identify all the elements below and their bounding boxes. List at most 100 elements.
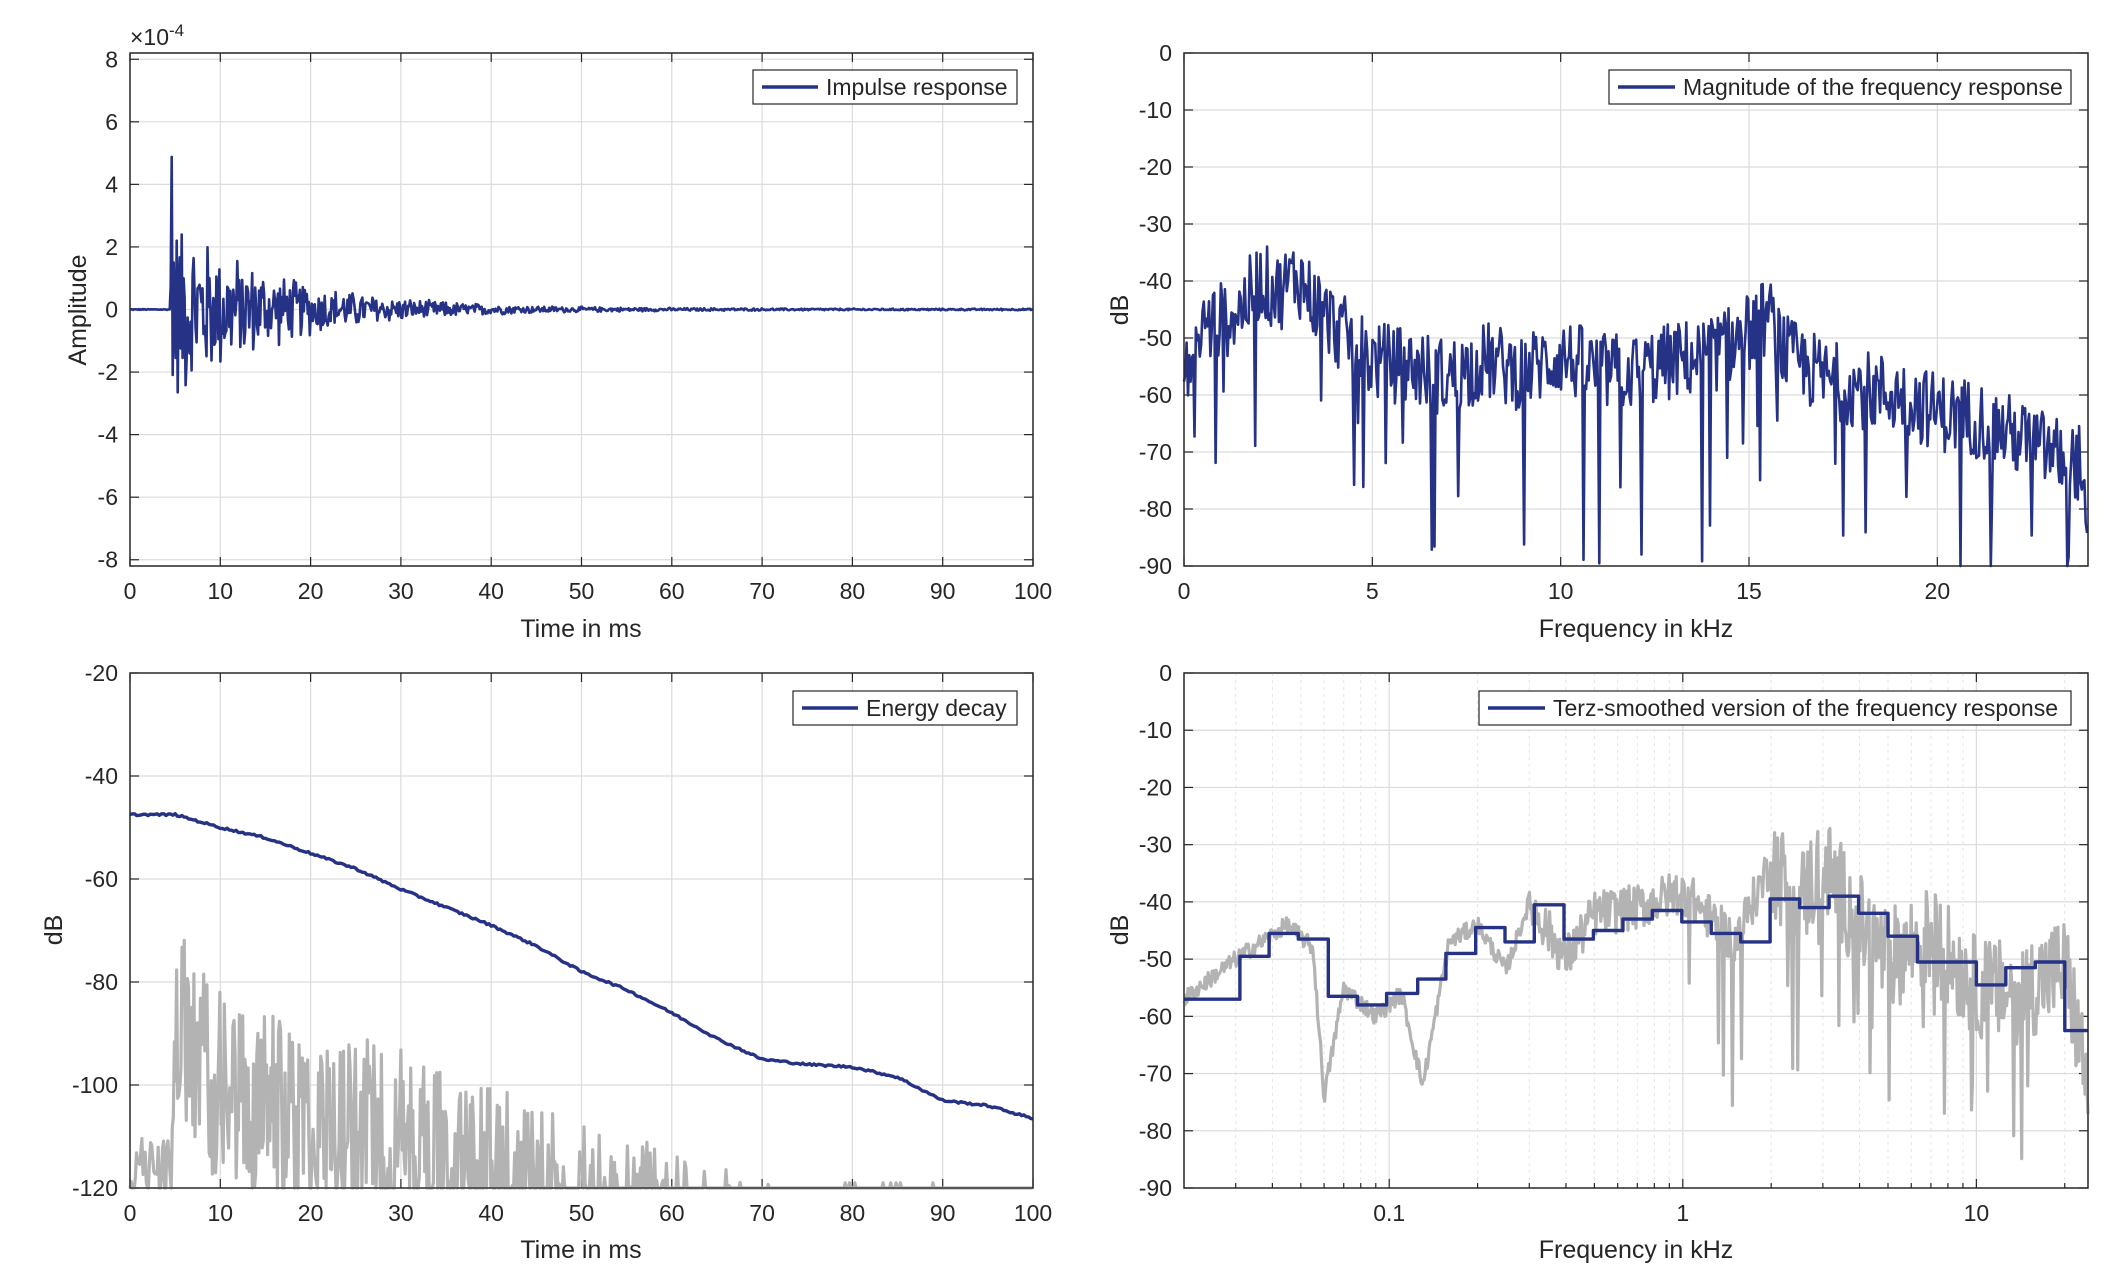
x-tick-label: 50: [569, 578, 595, 604]
y-axis-label: dB: [40, 915, 68, 946]
y-tick-label: -120: [72, 1175, 118, 1201]
panel-impulse-response: 0 10 20 30 40 50 60 70 80 90 100 -8 -6 -4 -2 0 2 4 6 8 Time…: [64, 21, 1052, 643]
series-layer: [129, 155, 1034, 394]
x-tick-label: 80: [840, 1200, 866, 1226]
x-tick-label: 20: [1925, 578, 1951, 604]
x-tick-label: 100: [1014, 578, 1052, 604]
y-tick-label: -60: [1139, 382, 1172, 408]
y-tick-label: -20: [1139, 774, 1172, 800]
y-tick-label: -60: [1139, 1003, 1172, 1029]
axes-border: [129, 52, 1034, 567]
x-axis-label: Time in ms: [520, 615, 641, 643]
series-line: [129, 812, 1034, 1121]
panel-terz-smoothed-response: 0.1 1 10 0 -10 -20 -30 -40 -50 -60 -70 -80 -90 Frequ…: [1106, 660, 2090, 1264]
y-tick-label: -2: [98, 359, 118, 385]
x-tick-label: 0.1: [1373, 1200, 1405, 1226]
panel-energy-decay: 0 10 20 30 40 50 60 70 80 90 100 -120 -100 -80 -60 -40 -…: [40, 660, 1052, 1264]
x-tick-label: 50: [569, 1200, 595, 1226]
y-tick-label: 0: [1159, 660, 1172, 686]
tick-labels: 0 10 20 30 40 50 60 70 80 90 100 -120 -100 -80 -60 -40 -…: [72, 660, 1052, 1226]
x-tick-label: 15: [1736, 578, 1762, 604]
x-axis-label: Frequency in kHz: [1539, 615, 1734, 643]
tick-labels: 0 5 10 15 20 0 -10 -20 -30 -40 -50 -60 -70 -80 -90: [1139, 40, 1950, 604]
tick-labels: 0.1 1 10 0 -10 -20 -30 -40 -50 -60 -70 -80 -90: [1139, 660, 1989, 1226]
x-tick-label: 60: [659, 1200, 685, 1226]
y-tick-label: -20: [85, 660, 118, 686]
x-tick-label: 30: [388, 578, 414, 604]
y-tick-label: -10: [1139, 717, 1172, 743]
x-tick-label: 10: [1964, 1200, 1990, 1226]
axes-border: [1183, 672, 2089, 1189]
x-tick-label: 60: [659, 578, 685, 604]
y-axis-label: dB: [1106, 295, 1134, 326]
y-tick-label: -90: [1139, 1175, 1172, 1201]
y-tick-label: -80: [85, 969, 118, 995]
legend: Energy decay: [792, 690, 1018, 726]
series-layer: [1182, 826, 2090, 1161]
series-line: [1182, 245, 2089, 568]
y-tick-label: -20: [1139, 154, 1172, 180]
y-tick-label: -90: [1139, 553, 1172, 579]
y-tick-label: -8: [98, 547, 118, 573]
series-line: [129, 155, 1034, 394]
tick-labels: 0 10 20 30 40 50 60 70 80 90 100 -8 -6 -4 -2 0 2 4 6 8: [98, 46, 1053, 604]
exponent-power: -4: [169, 21, 184, 40]
legend-label: Energy decay: [866, 695, 1007, 721]
y-axis-exponent: ×10-4: [130, 21, 184, 50]
series-layer: [1182, 245, 2089, 568]
panel-magnitude-response: 0 5 10 15 20 0 -10 -20 -30 -40 -50 -60 -70 -80 -90 Fre…: [1106, 40, 2089, 643]
series-line: [1184, 894, 2088, 1033]
x-tick-label: 100: [1014, 1200, 1052, 1226]
x-tick-label: 90: [930, 1200, 956, 1226]
x-tick-label: 20: [298, 1200, 324, 1226]
x-axis-label: Frequency in kHz: [1539, 1236, 1734, 1264]
x-tick-label: 40: [478, 578, 504, 604]
y-tick-label: -30: [1139, 211, 1172, 237]
axes-frame: [1183, 672, 2089, 1189]
x-tick-label: 40: [478, 1200, 504, 1226]
x-tick-label: 0: [1178, 578, 1191, 604]
y-tick-label: -6: [98, 484, 118, 510]
x-tick-label: 80: [840, 578, 866, 604]
y-axis-label: dB: [1106, 915, 1134, 946]
x-tick-label: 0: [124, 578, 137, 604]
x-tick-label: 1: [1676, 1200, 1689, 1226]
x-axis-label: Time in ms: [520, 1236, 641, 1264]
y-tick-label: -30: [1139, 832, 1172, 858]
y-tick-label: 0: [1159, 40, 1172, 66]
x-tick-label: 5: [1366, 578, 1379, 604]
y-tick-label: -80: [1139, 1118, 1172, 1144]
y-tick-label: 4: [105, 171, 118, 197]
series-line-raw: [1182, 826, 2090, 1161]
series-layer: [128, 812, 1034, 1190]
y-tick-label: 2: [105, 234, 118, 260]
y-axis-label: Amplitude: [64, 254, 92, 365]
legend-box: [1478, 690, 2072, 726]
x-tick-label: 0: [124, 1200, 137, 1226]
y-tick-label: -40: [85, 763, 118, 789]
legend-box: [1608, 69, 2072, 105]
x-tick-label: 30: [388, 1200, 414, 1226]
axes-border: [129, 672, 1034, 1189]
legend-label: Impulse response: [826, 74, 1008, 100]
y-tick-label: 6: [105, 109, 118, 135]
y-tick-label: -50: [1139, 946, 1172, 972]
y-tick-label: -80: [1139, 496, 1172, 522]
y-tick-label: -70: [1139, 439, 1172, 465]
y-tick-label: 8: [105, 46, 118, 72]
axes-border: [1183, 52, 2089, 567]
x-tick-label: 10: [208, 1200, 234, 1226]
x-tick-label: 90: [930, 578, 956, 604]
y-tick-label: -4: [98, 422, 119, 448]
y-tick-label: 0: [105, 297, 118, 323]
y-tick-label: -10: [1139, 97, 1172, 123]
y-tick-label: -40: [1139, 268, 1172, 294]
exponent-base: ×10: [130, 24, 169, 50]
legend: Magnitude of the frequency response: [1608, 69, 2072, 105]
legend-label: Terz-smoothed version of the frequency r…: [1553, 695, 2058, 721]
y-tick-label: -50: [1139, 325, 1172, 351]
legend-label: Magnitude of the frequency response: [1683, 74, 2063, 100]
legend: Impulse response: [752, 69, 1018, 105]
